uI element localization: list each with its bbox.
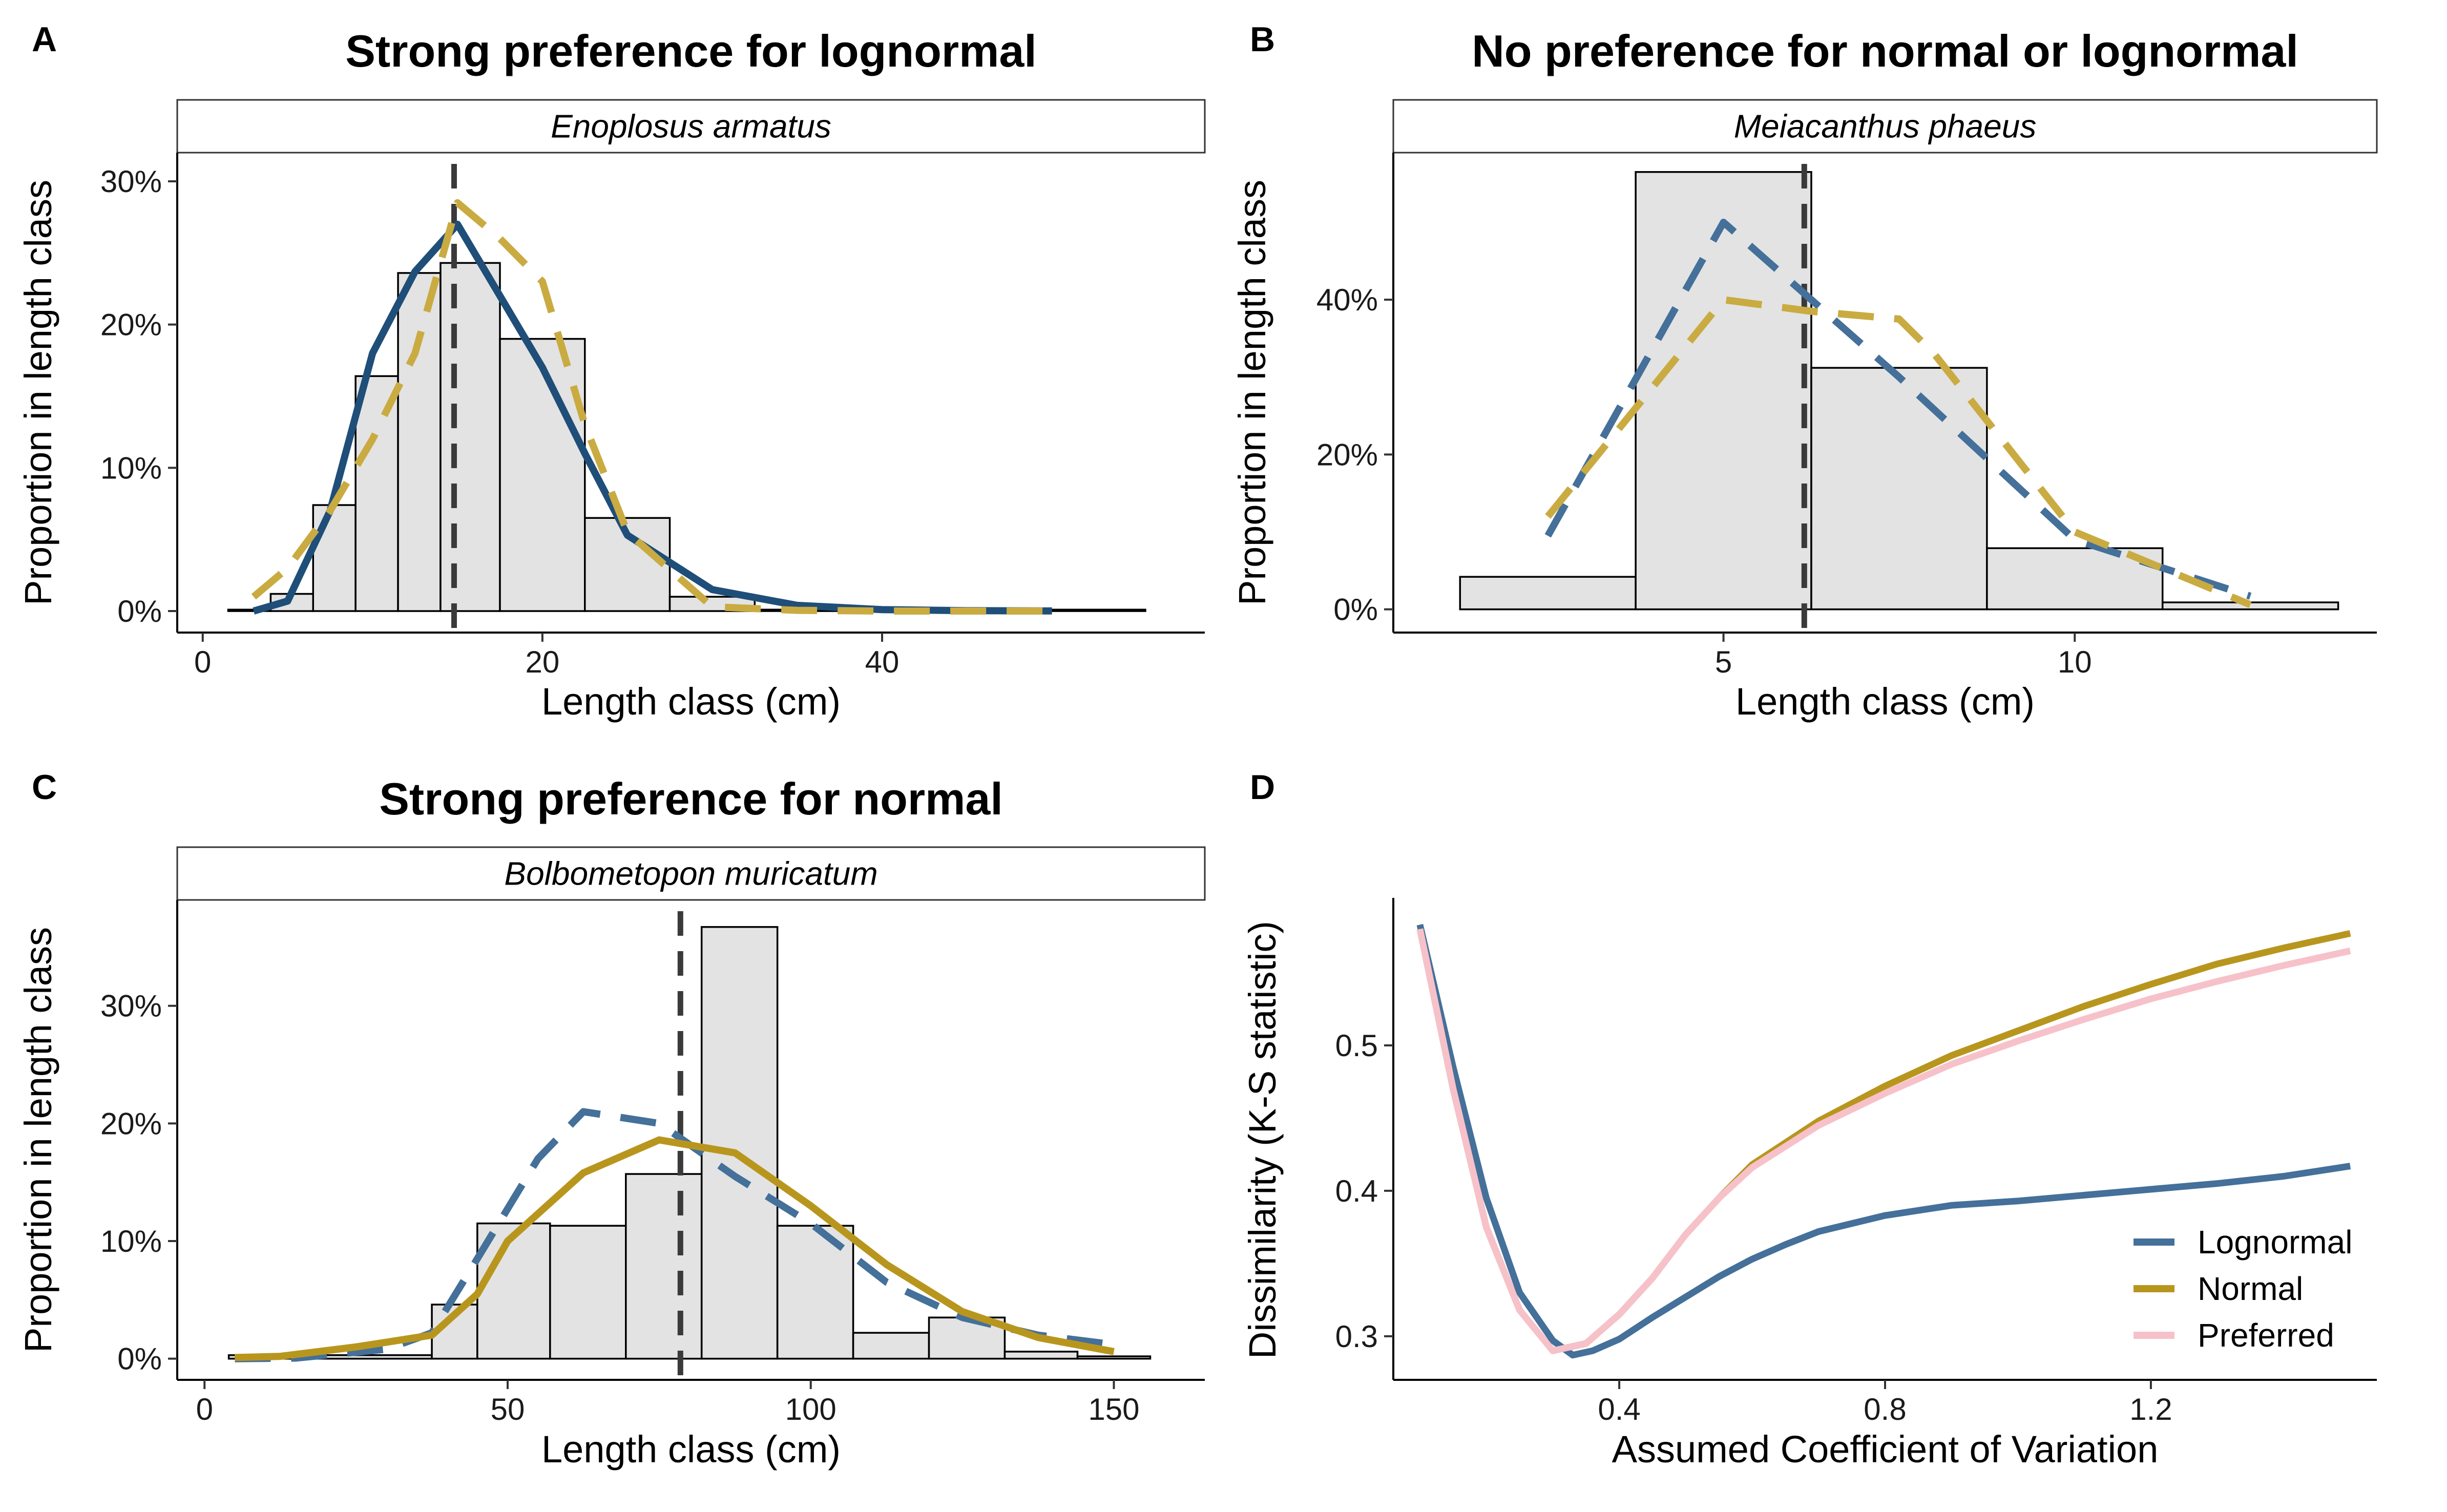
panel-title: No preference for normal or lognormal	[1472, 26, 2298, 76]
strip-box	[1392, 99, 2378, 154]
strip-label: Meiacanthus phaeus	[1734, 108, 2037, 145]
panel-label: D	[1250, 768, 1275, 807]
histogram-bar	[1459, 576, 1637, 611]
histogram-bar	[499, 338, 586, 612]
y-tick-label: 10%	[100, 451, 162, 485]
histogram-bars	[1459, 171, 2339, 611]
x-tick-label: 10	[2058, 645, 2092, 679]
panel-c: C Strong preference for normal Bolbometopo…	[17, 768, 1206, 1471]
histogram-bar	[440, 262, 501, 612]
series-line-lognormal	[235, 1108, 1115, 1362]
histogram-bar	[1986, 547, 2164, 611]
y-tick-label: 20%	[100, 308, 162, 342]
series-line-lognormal	[1544, 219, 2252, 600]
panel-label: A	[32, 20, 57, 59]
strip-label: Bolbometopon muricatum	[504, 855, 877, 892]
histogram-bar	[700, 926, 779, 1360]
y-tick-label: 40%	[1316, 283, 1378, 317]
x-tick-label: 0.4	[1598, 1392, 1640, 1426]
y-tick-label: 0%	[117, 594, 162, 628]
x-tick-label: 0.8	[1864, 1392, 1906, 1426]
legend-label-lognormal: Lognormal	[2198, 1224, 2352, 1261]
y-axis-title: Proportion in length class	[17, 927, 59, 1353]
panel-label: C	[32, 768, 57, 807]
y-tick-label: 10%	[100, 1224, 162, 1258]
histogram-bar	[1003, 1351, 1079, 1360]
y-tick-label: 30%	[100, 164, 162, 199]
panel-a: A Strong preference for lognormal Enoplosu…	[17, 20, 1206, 723]
panel-title: Strong preference for lognormal	[345, 26, 1037, 76]
x-tick-label: 40	[865, 645, 900, 679]
histogram-bar	[476, 1222, 551, 1360]
legend: Lognormal Normal Preferred	[2134, 1224, 2352, 1354]
x-tick-label: 1.2	[2129, 1392, 2172, 1426]
panel-d: D 0.4 0.8 1.2 0.3 0.4 0.5 Assumed Coefficient o…	[1241, 768, 2377, 1471]
series-line-normal	[235, 1136, 1115, 1361]
x-tick-label: 150	[1088, 1392, 1139, 1426]
y-tick-label: 20%	[1316, 437, 1378, 472]
x-tick-label: 50	[491, 1392, 525, 1426]
panel-label: B	[1250, 20, 1275, 59]
histogram-bar	[852, 1332, 930, 1360]
x-tick-label: 5	[1715, 645, 1732, 679]
strip-label: Enoplosus armatus	[551, 108, 831, 145]
y-axis-title: Proportion in length class	[1231, 180, 1273, 605]
series-line-normal	[1545, 296, 2252, 608]
histogram-bar	[1635, 171, 1812, 611]
strip-box	[176, 99, 1206, 154]
histogram-bar	[397, 272, 442, 612]
y-tick-label: 0.3	[1335, 1319, 1378, 1354]
y-axis-title: Proportion in length class	[17, 180, 59, 605]
x-tick-label: 0	[194, 645, 211, 679]
x-axis-title: Length class (cm)	[1735, 680, 2035, 723]
panel-b: B No preference for normal or lognormal Me…	[1231, 20, 2378, 723]
histogram-bar	[1810, 367, 1988, 611]
x-tick-label: 100	[785, 1392, 836, 1426]
histogram-bars	[227, 262, 1146, 612]
legend-label-normal: Normal	[2198, 1270, 2303, 1307]
histogram-bar	[625, 1173, 703, 1360]
y-tick-label: 0%	[117, 1342, 162, 1376]
panel-title: Strong preference for normal	[379, 773, 1003, 824]
y-tick-label: 20%	[100, 1106, 162, 1141]
x-tick-label: 0	[196, 1392, 213, 1426]
y-axis-title: Dissimilarity (K-S statistic)	[1241, 921, 1284, 1359]
series-line-lognormal	[1416, 923, 2351, 1359]
x-axis-title: Length class (cm)	[541, 680, 841, 723]
series-line-preferred	[1416, 928, 2351, 1354]
y-tick-label: 30%	[100, 989, 162, 1023]
y-tick-label: 0.5	[1335, 1028, 1378, 1063]
y-tick-label: 0.4	[1335, 1174, 1378, 1208]
strip-box	[176, 846, 1206, 901]
histogram-bars	[227, 926, 1152, 1360]
histogram-bar	[354, 375, 399, 612]
histogram-bar	[1076, 1355, 1152, 1360]
legend-label-preferred: Preferred	[2198, 1317, 2334, 1354]
histogram-bar	[312, 504, 357, 612]
x-axis-title: Assumed Coefficient of Variation	[1612, 1428, 2159, 1471]
series-line-normal	[251, 199, 1052, 615]
y-tick-label: 0%	[1333, 593, 1378, 627]
x-axis-title: Length class (cm)	[541, 1428, 841, 1471]
histogram-bar	[549, 1225, 627, 1360]
x-tick-label: 20	[526, 645, 560, 679]
